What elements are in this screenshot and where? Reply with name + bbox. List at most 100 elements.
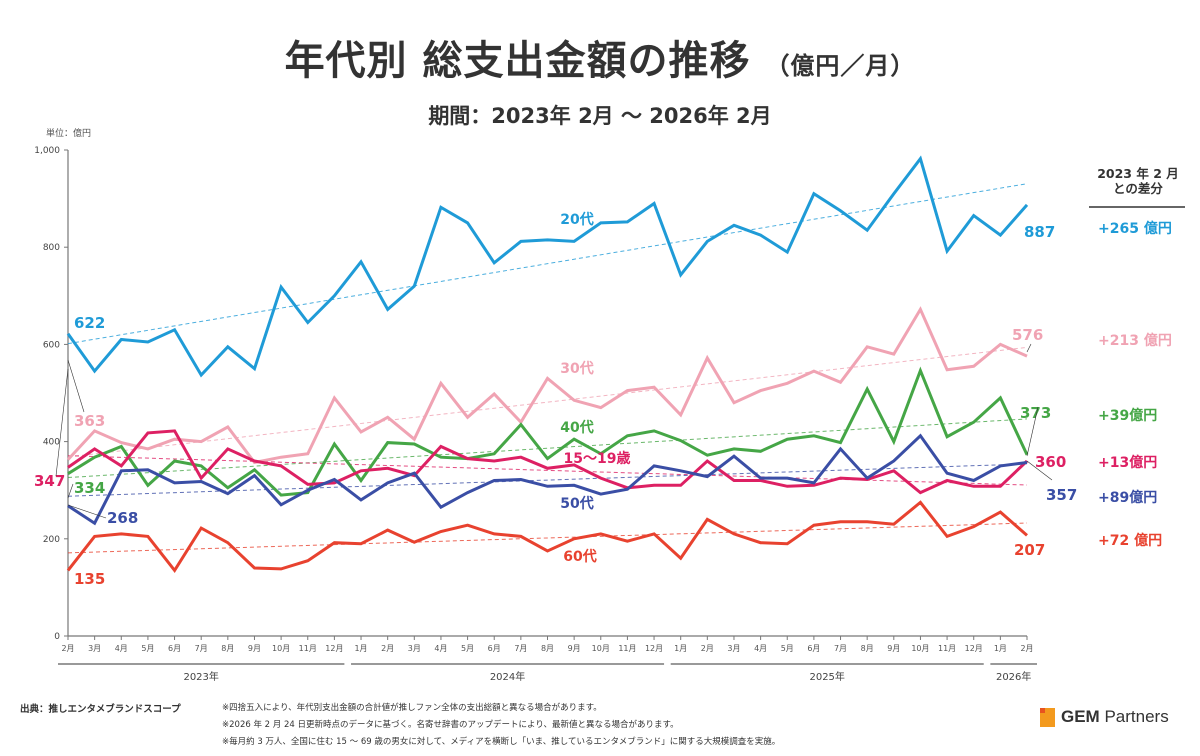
x-tick-label: 4月 xyxy=(434,644,447,653)
series-name-label: 15〜19歳 xyxy=(564,450,631,467)
series-name-label: 30代 xyxy=(560,360,593,377)
leader-line xyxy=(1026,460,1053,481)
year-group-label: 2025年 xyxy=(809,670,844,683)
x-tick-label: 5月 xyxy=(141,644,154,653)
y-axis-unit-label: 単位：億円 xyxy=(46,129,92,139)
series-line xyxy=(67,429,1029,495)
x-tick-label: 12月 xyxy=(325,644,343,653)
logo-text-bold: GEM xyxy=(1061,707,1100,726)
x-tick-label: 1月 xyxy=(994,644,1007,653)
line-chart: 0 200 400 600 800 1,000 2月 3月 4月 5月 6月 7月 8月 9月 10月 11月… xyxy=(34,146,1077,683)
x-tick-label: 3月 xyxy=(88,644,101,653)
series-line xyxy=(67,366,1029,497)
x-tick-label: 10月 xyxy=(592,644,610,653)
start-value-label: 363 xyxy=(74,412,105,430)
x-tick-label: 6月 xyxy=(168,644,181,653)
x-tick-label: 11月 xyxy=(618,644,636,653)
x-tick-label: 3月 xyxy=(727,644,740,653)
end-value-label: 207 xyxy=(1014,541,1045,559)
x-tick-label: 9月 xyxy=(248,644,261,653)
x-tick-label: 12月 xyxy=(965,644,983,653)
x-tick-label: 7月 xyxy=(834,644,847,653)
leader-line xyxy=(67,504,107,519)
footnotes: ※四捨五入により、年代別支出金額の合計値が推しファン全体の支出総額と異なる場合が… xyxy=(222,700,780,751)
x-tick-label: 12月 xyxy=(645,644,663,653)
x-tick-label: 4月 xyxy=(115,644,128,653)
series-line xyxy=(66,500,1028,574)
x-tick-label: 10月 xyxy=(272,644,290,653)
series-line xyxy=(66,306,1028,465)
diff-item: +13億円 xyxy=(1098,455,1158,471)
trendline xyxy=(67,522,1028,554)
x-tick-label: 1月 xyxy=(354,644,367,653)
trendline xyxy=(67,418,1028,479)
start-value-label: 268 xyxy=(107,509,138,527)
footnote: ※毎月約 3 万人、全国に住む 15 〜 69 歳の男女に対して、メディアを横断… xyxy=(222,737,781,747)
x-tick-label: 2月 xyxy=(381,644,394,653)
diff-item: +213 億円 xyxy=(1098,333,1172,349)
x-tick-label: 2月 xyxy=(61,644,74,653)
series-name-label: 50代 xyxy=(560,495,593,512)
diff-header-line1: 2023 年 2 月 xyxy=(1097,166,1179,181)
logo-text-light: Partners xyxy=(1099,707,1169,726)
diff-panel-header: 2023 年 2 月 との差分 xyxy=(1088,166,1188,196)
y-tick-label: 1,000 xyxy=(34,146,60,156)
footnote: ※四捨五入により、年代別支出金額の合計値が推しファン全体の支出総額と異なる場合が… xyxy=(222,703,602,713)
diff-item: +265 億円 xyxy=(1098,221,1172,237)
year-group-label: 2026年 xyxy=(996,670,1031,683)
y-tick-label: 600 xyxy=(43,340,60,350)
x-tick-label: 8月 xyxy=(541,644,554,653)
y-tick-label: 400 xyxy=(43,438,60,448)
x-tick-label: 6月 xyxy=(807,644,820,653)
series-name-label: 40代 xyxy=(560,419,593,436)
source-label: 出典：推しエンタメブランドスコープ xyxy=(20,704,181,715)
trendline xyxy=(67,463,1028,497)
x-tick-label: 3月 xyxy=(408,644,421,653)
title-unit: （億円／月） xyxy=(765,52,916,80)
x-tick-label: 9月 xyxy=(887,644,900,653)
series-line xyxy=(66,155,1029,378)
x-tick-label: 8月 xyxy=(221,644,234,653)
diff-item: +72 億円 xyxy=(1098,533,1163,549)
diff-item: +89億円 xyxy=(1098,490,1158,506)
diff-panel-divider xyxy=(1089,206,1185,208)
logo-mark-icon xyxy=(1040,707,1055,727)
leader-line xyxy=(1026,343,1032,353)
x-tick-label: 7月 xyxy=(514,644,527,653)
x-tick-label: 4月 xyxy=(754,644,767,653)
x-tick-label: 9月 xyxy=(568,644,581,653)
chart-title: 年代別 総支出金額の推移 （億円／月） xyxy=(0,28,1200,86)
y-tick-label: 0 xyxy=(54,632,60,642)
x-tick-label: 8月 xyxy=(861,644,874,653)
start-value-label: 334 xyxy=(74,479,105,497)
leader-line xyxy=(1026,406,1039,457)
end-value-label: 887 xyxy=(1024,223,1055,241)
leader-line xyxy=(67,359,85,413)
x-tick-label: 2月 xyxy=(1020,644,1033,653)
diff-item: +39億円 xyxy=(1098,408,1158,424)
title-main: 年代別 総支出金額の推移 xyxy=(284,38,751,84)
x-tick-label: 11月 xyxy=(299,644,317,653)
series-line xyxy=(67,433,1028,526)
x-tick-label: 11月 xyxy=(938,644,956,653)
end-value-label: 360 xyxy=(1035,453,1066,471)
y-tick-label: 200 xyxy=(43,535,60,545)
x-tick-label: 2月 xyxy=(701,644,714,653)
start-value-label: 622 xyxy=(74,314,105,332)
start-value-label: 135 xyxy=(74,570,105,588)
start-value-label: 347 xyxy=(34,472,65,490)
x-tick-label: 5月 xyxy=(461,644,474,653)
gem-partners-logo: GEM Partners xyxy=(1040,707,1169,727)
x-tick-label: 5月 xyxy=(781,644,794,653)
series-name-label: 60代 xyxy=(563,548,596,565)
trendline xyxy=(67,183,1028,345)
series-name-label: 20代 xyxy=(560,211,593,228)
end-value-label: 373 xyxy=(1020,404,1051,422)
x-tick-label: 7月 xyxy=(195,644,208,653)
leader-line xyxy=(55,368,69,477)
end-value-label: 576 xyxy=(1012,326,1043,344)
diff-header-line2: との差分 xyxy=(1113,181,1163,196)
end-value-label: 357 xyxy=(1046,486,1077,504)
y-tick-label: 800 xyxy=(43,243,60,253)
chart-subtitle: 期間：2023年 2月 〜 2026年 2月 xyxy=(428,104,772,128)
